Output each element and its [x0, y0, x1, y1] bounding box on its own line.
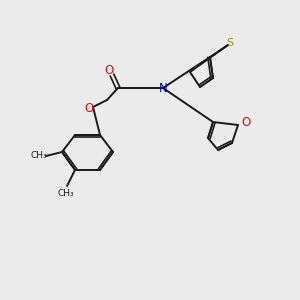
- Text: O: O: [242, 116, 250, 130]
- Text: CH₃: CH₃: [31, 152, 47, 160]
- Text: N: N: [159, 82, 167, 94]
- Text: O: O: [104, 64, 114, 76]
- Text: CH₃: CH₃: [58, 190, 74, 199]
- Text: S: S: [226, 38, 234, 48]
- Text: O: O: [84, 101, 94, 115]
